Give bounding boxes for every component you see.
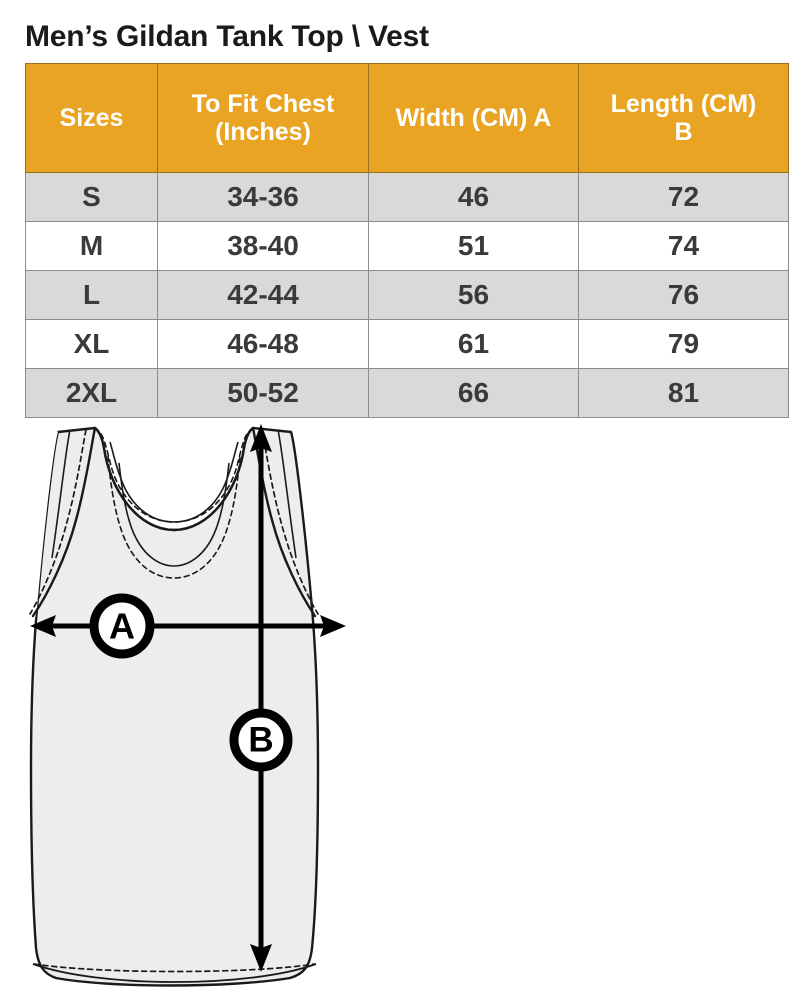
left-strap-fold xyxy=(51,429,71,559)
table-row: M 38-40 51 74 xyxy=(25,221,789,271)
tank-top-diagram: A B xyxy=(0,408,812,1000)
cell-length: 79 xyxy=(578,319,789,369)
measure-a-arrowhead-right xyxy=(320,615,346,637)
column-header-length: Length (CM) B xyxy=(578,63,789,173)
measure-b-arrowhead-bottom xyxy=(250,944,272,972)
cell-length: 81 xyxy=(578,368,789,418)
cell-length: 72 xyxy=(578,172,789,222)
bottom-hem-stitch xyxy=(33,963,316,973)
cell-chest: 46-48 xyxy=(157,319,369,369)
measurement-a-group: A xyxy=(30,593,346,659)
column-header-sizes: Sizes xyxy=(25,63,158,173)
cell-size: 2XL xyxy=(25,368,158,418)
table-row: L 42-44 56 76 xyxy=(25,270,789,320)
left-strap-stitch xyxy=(29,429,87,615)
neck-opening-edge xyxy=(118,462,230,567)
column-header-length-line2: B xyxy=(674,118,693,146)
measure-a-marker-label: A xyxy=(109,606,135,647)
left-armhole-cutout xyxy=(31,430,58,626)
column-header-chest: To Fit Chest (Inches) xyxy=(157,63,369,173)
cell-chest: 50-52 xyxy=(157,368,369,418)
table-row: 2XL 50-52 66 81 xyxy=(25,368,789,418)
cell-size: S xyxy=(25,172,158,222)
cell-width: 46 xyxy=(368,172,579,222)
cell-length: 74 xyxy=(578,221,789,271)
cell-width: 56 xyxy=(368,270,579,320)
size-chart-table: Sizes To Fit Chest (Inches) Width (CM) A… xyxy=(25,63,789,418)
cell-chest: 34-36 xyxy=(157,172,369,222)
cell-width: 61 xyxy=(368,319,579,369)
cell-width: 51 xyxy=(368,221,579,271)
table-row: S 34-36 46 72 xyxy=(25,172,789,222)
table-body: S 34-36 46 72 M 38-40 51 74 L 42-44 56 7… xyxy=(25,172,789,418)
left-armhole-edge xyxy=(31,426,97,618)
bottom-hem-edge xyxy=(32,963,317,983)
column-header-width: Width (CM) A xyxy=(368,63,579,173)
cell-chest: 38-40 xyxy=(157,221,369,271)
cell-width: 66 xyxy=(368,368,579,418)
measure-b-marker-label: B xyxy=(248,721,273,760)
cell-size: XL xyxy=(25,319,158,369)
measure-b-marker-circle xyxy=(229,708,293,772)
table-header-row: Sizes To Fit Chest (Inches) Width (CM) A… xyxy=(25,63,789,173)
measure-a-marker-circle xyxy=(89,593,155,659)
cell-length: 76 xyxy=(578,270,789,320)
neck-opening-stitch xyxy=(107,455,241,579)
table-row: XL 46-48 61 79 xyxy=(25,319,789,369)
page-title: Men’s Gildan Tank Top \ Vest xyxy=(25,20,429,53)
cell-chest: 42-44 xyxy=(157,270,369,320)
column-header-chest-line1: To Fit Chest xyxy=(191,90,335,118)
column-header-width-label: Width (CM) A xyxy=(395,104,552,132)
garment-body-outline xyxy=(29,426,320,987)
cell-size: L xyxy=(25,270,158,320)
measurement-b-group: B xyxy=(229,424,293,972)
tank-top-illustration xyxy=(29,426,320,987)
measure-b-arrowhead-top xyxy=(250,424,272,452)
measure-a-arrowhead-left xyxy=(30,615,56,637)
neckline-inner-edge xyxy=(109,441,239,523)
right-strap-fold xyxy=(277,429,297,559)
neckline-outer-edge xyxy=(93,426,255,532)
table-header: Sizes To Fit Chest (Inches) Width (CM) A… xyxy=(25,63,789,173)
cell-size: M xyxy=(25,221,158,271)
column-header-chest-line2: (Inches) xyxy=(215,118,311,146)
column-header-length-line1: Length (CM) xyxy=(610,90,757,118)
column-header-sizes-label: Sizes xyxy=(59,104,124,132)
